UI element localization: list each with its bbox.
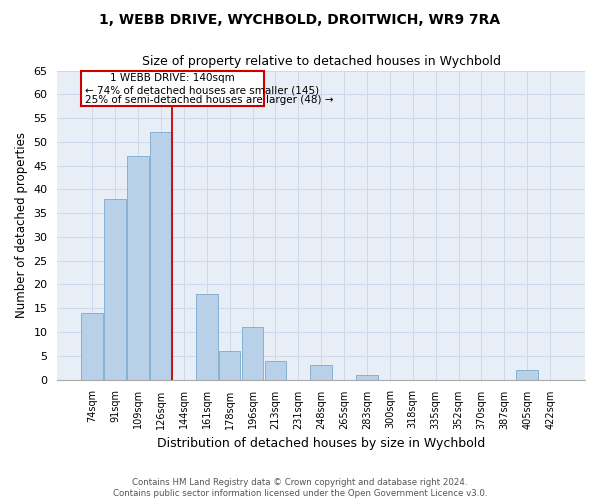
Bar [104,199,126,380]
Text: 1, WEBB DRIVE, WYCHBOLD, DROITWICH, WR9 7RA: 1, WEBB DRIVE, WYCHBOLD, DROITWICH, WR9 … [100,12,500,26]
Y-axis label: Number of detached properties: Number of detached properties [15,132,28,318]
Bar [517,370,538,380]
Bar [82,313,103,380]
Text: 1 WEBB DRIVE: 140sqm: 1 WEBB DRIVE: 140sqm [110,72,235,83]
Bar [242,328,263,380]
Text: Contains HM Land Registry data © Crown copyright and database right 2024.
Contai: Contains HM Land Registry data © Crown c… [113,478,487,498]
Text: ← 74% of detached houses are smaller (145): ← 74% of detached houses are smaller (14… [85,86,319,96]
Bar [310,366,332,380]
Bar [196,294,218,380]
FancyBboxPatch shape [81,70,264,106]
Text: 25% of semi-detached houses are larger (48) →: 25% of semi-detached houses are larger (… [85,95,333,105]
Bar [127,156,149,380]
Title: Size of property relative to detached houses in Wychbold: Size of property relative to detached ho… [142,55,501,68]
Bar [356,375,378,380]
Bar [265,360,286,380]
Bar [219,351,241,380]
X-axis label: Distribution of detached houses by size in Wychbold: Distribution of detached houses by size … [157,437,485,450]
Bar [150,132,172,380]
